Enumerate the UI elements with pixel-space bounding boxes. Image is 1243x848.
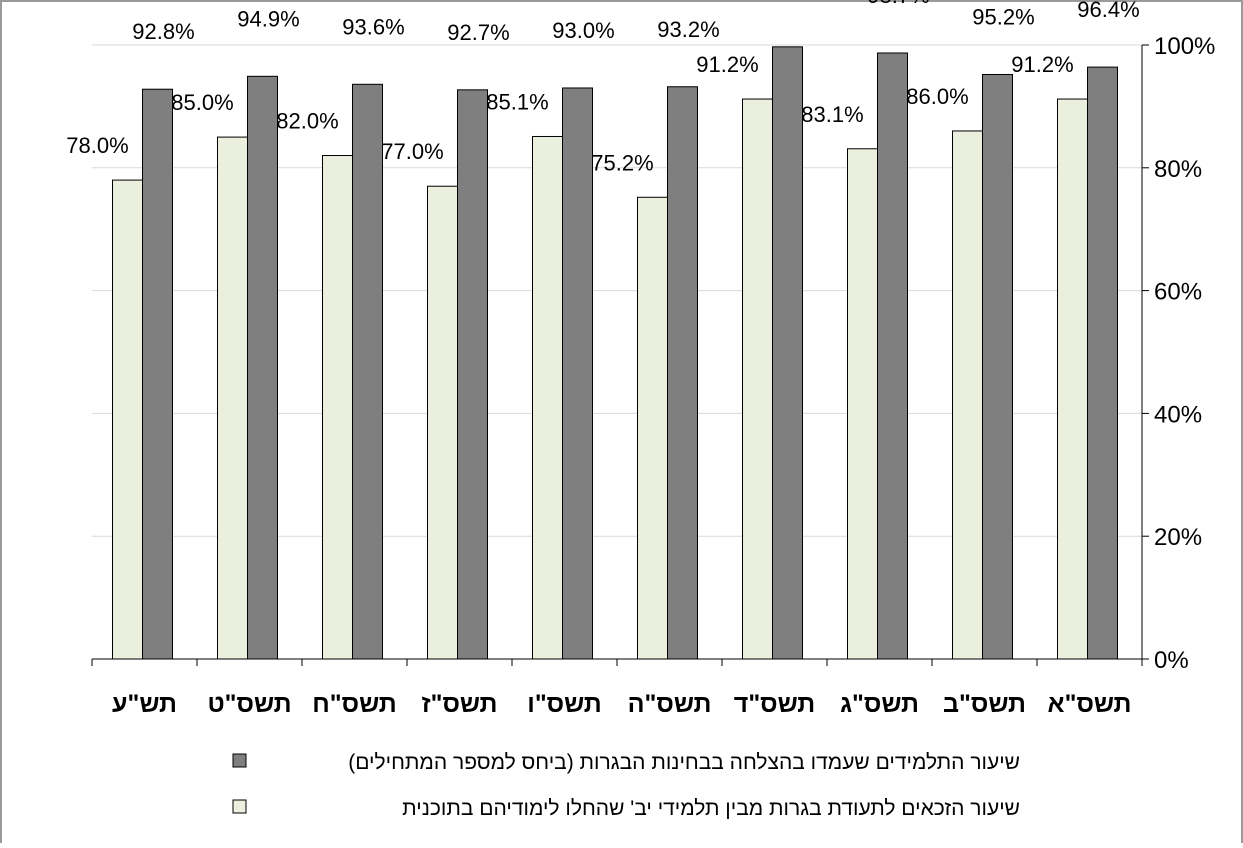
legend-swatch — [232, 753, 247, 768]
category-label: תשס"ח — [312, 690, 396, 718]
data-label-series-2: 92.7% — [447, 20, 509, 45]
legend-label: שיעור התלמידים שעמדו בהצלחה בבחינות הבגר… — [348, 751, 1020, 774]
data-label-series-2: 95.2% — [972, 4, 1034, 29]
data-label-series-2: 98.7% — [867, 0, 929, 8]
data-label-series-1: 91.2% — [1011, 52, 1073, 77]
bar-series-2 — [877, 52, 908, 660]
axes: 0% 20% 40% 60% 80% 100% תש"ע תשס"ט תשס"ח תשס"ז תשס… — [91, 33, 1215, 718]
bar-series-1 — [217, 136, 248, 660]
data-label-series-1: 77.0% — [381, 139, 443, 164]
bar-series-1 — [847, 148, 878, 660]
data-label-series-2: 94.9% — [237, 6, 299, 31]
bar-series-1 — [322, 155, 353, 660]
y-tick-label: 80% — [1154, 156, 1202, 183]
data-label-series-1: 75.2% — [591, 150, 653, 175]
bar-series-2 — [562, 87, 593, 660]
data-label-series-2: 92.8% — [132, 19, 194, 44]
bar-series-1 — [532, 135, 563, 660]
data-labels: 78.0% 92.8% 85.0% 94.9% 82.0% 93.6% 77.0% 92.7%… — [66, 0, 1139, 175]
data-label-series-1: 85.1% — [486, 89, 548, 114]
bar-series-1 — [637, 196, 668, 660]
data-label-series-2: 99.7% — [762, 0, 824, 2]
bar-series-2 — [247, 75, 278, 660]
bar-series-1 — [112, 179, 143, 660]
data-label-series-2: 93.6% — [342, 14, 404, 39]
data-label-series-1: 82.0% — [276, 109, 338, 134]
bar-series-2 — [667, 86, 698, 660]
bar-series-1 — [952, 130, 983, 660]
category-label: תשס"ו — [527, 690, 601, 718]
data-label-series-2: 93.0% — [552, 18, 614, 43]
legend: שיעור התלמידים שעמדו בהצלחה בבחינות הבגר… — [232, 751, 1020, 820]
bar-series-1 — [742, 98, 773, 660]
category-label: תשס"ב — [943, 690, 1026, 718]
data-label-series-1: 85.0% — [171, 90, 233, 115]
legend-label: שיעור הזכאים לתעודת בגרות מבין תלמידי יב… — [402, 797, 1020, 820]
data-label-series-2: 93.2% — [657, 17, 719, 42]
category-label: תשס"ט — [207, 690, 291, 718]
category-label: תשס"ד — [734, 690, 815, 718]
category-label: תשס"א — [1048, 690, 1132, 718]
category-label: תשס"ז — [421, 690, 497, 718]
category-label: תש"ע — [112, 690, 177, 718]
bar-series-1 — [1057, 98, 1088, 660]
bar-series-2 — [142, 88, 173, 660]
bar-series-2 — [352, 83, 383, 660]
data-label-series-1: 83.1% — [801, 102, 863, 127]
y-tick-label: 0% — [1154, 647, 1189, 674]
bar-series-2 — [1087, 66, 1118, 660]
bars — [112, 46, 1118, 660]
bar-series-2 — [982, 73, 1013, 660]
data-label-series-1: 78.0% — [66, 133, 128, 158]
category-label: תשס"ה — [628, 690, 712, 718]
y-tick-label: 100% — [1154, 33, 1215, 60]
bar-series-2 — [772, 46, 803, 660]
legend-swatch — [232, 799, 247, 814]
data-label-series-2: 96.4% — [1077, 0, 1139, 22]
bar-series-2 — [457, 89, 488, 660]
bar-series-1 — [427, 185, 458, 660]
y-tick-label: 60% — [1154, 279, 1202, 306]
category-label: תשס"ג — [840, 690, 919, 718]
y-tick-label: 40% — [1154, 401, 1202, 428]
data-label-series-1: 91.2% — [696, 52, 758, 77]
data-label-series-1: 86.0% — [906, 84, 968, 109]
y-tick-label: 20% — [1154, 524, 1202, 551]
